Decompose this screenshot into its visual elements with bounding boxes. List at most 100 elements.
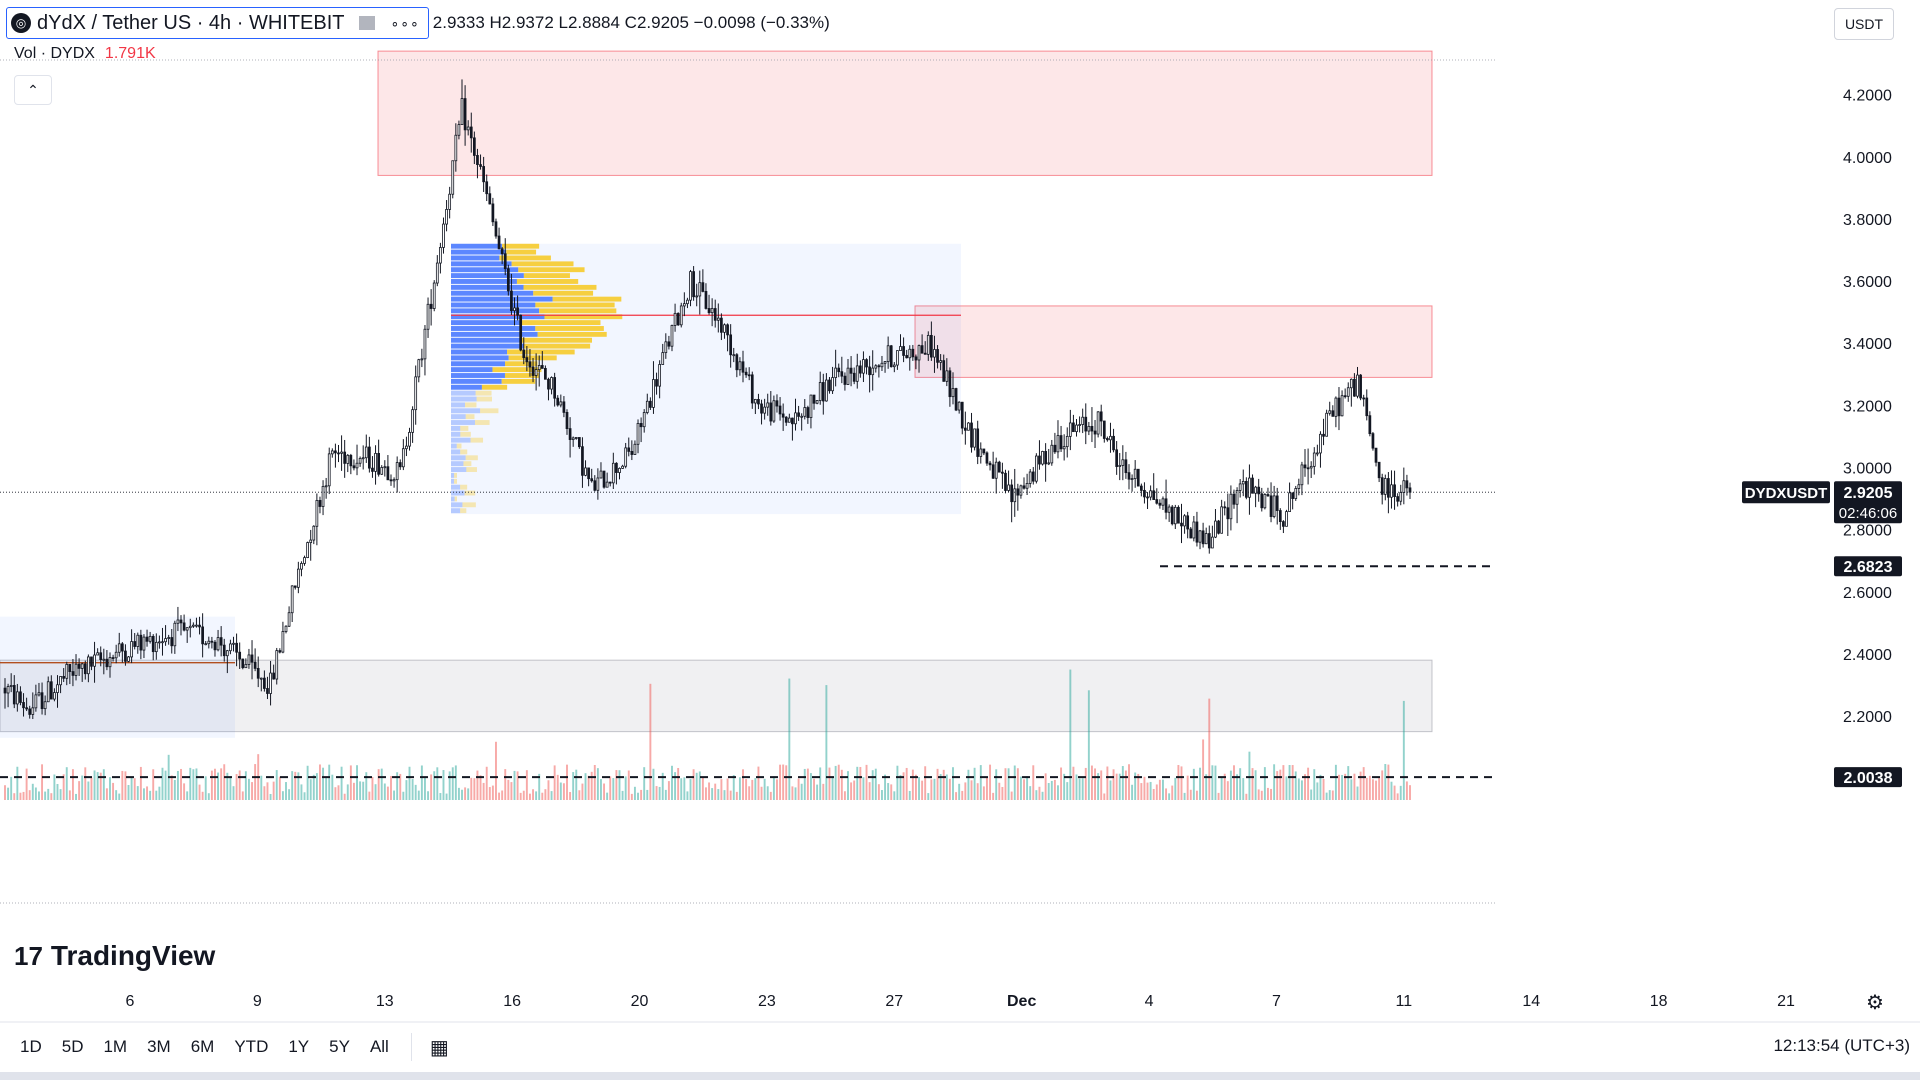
candle-body	[411, 409, 414, 433]
volume-bar	[1109, 780, 1112, 800]
time-tick-label: Dec	[1007, 993, 1036, 1010]
volume-bar	[1344, 773, 1347, 800]
candle-body	[34, 694, 38, 709]
candle-body	[371, 467, 374, 472]
volume-bar	[244, 771, 247, 800]
candle-body	[1025, 483, 1029, 489]
settings-icon[interactable]: ⚙	[1866, 992, 1884, 1014]
timeframe-1y[interactable]: 1Y	[288, 1037, 310, 1056]
candle-body	[868, 366, 871, 376]
candle-body	[105, 658, 109, 668]
volume-bar	[553, 765, 556, 800]
candle-body	[1050, 444, 1054, 464]
profile-bar-up	[451, 449, 461, 455]
candle-body	[1387, 478, 1390, 498]
candle-body	[892, 364, 896, 368]
timeframe-all[interactable]: All	[369, 1037, 389, 1056]
candle-body	[1390, 484, 1393, 498]
candle-body	[809, 394, 813, 418]
volume-bar	[881, 790, 883, 800]
timeframe-5y[interactable]: 5Y	[329, 1037, 350, 1056]
profile-bar-up	[451, 384, 482, 390]
volume-bar	[609, 776, 612, 800]
volume-bar	[1032, 765, 1035, 800]
candle-body	[939, 360, 942, 363]
candle-body	[204, 643, 208, 646]
calendar-icon[interactable]: ▦	[429, 1036, 449, 1059]
candle-body	[1260, 493, 1264, 509]
volume-bar	[420, 765, 423, 800]
volume-bar	[405, 780, 408, 800]
candle-body	[704, 291, 708, 309]
profile-bar-up	[451, 255, 500, 261]
volume-bar	[386, 786, 389, 800]
candle-body	[500, 248, 504, 255]
timeframe-1d[interactable]: 1D	[20, 1037, 42, 1056]
candle-body	[1007, 484, 1010, 491]
timeframe-3m[interactable]: 3M	[147, 1037, 171, 1056]
timeframe-6m[interactable]: 6M	[190, 1037, 215, 1056]
volume-bar	[461, 789, 463, 800]
volume-bar	[674, 772, 677, 800]
volume-bar	[612, 778, 615, 800]
candle-body	[1405, 480, 1409, 489]
volume-bar	[479, 775, 482, 800]
candle-body	[1164, 498, 1168, 513]
candle-body	[1334, 397, 1338, 417]
volume-bar	[738, 777, 741, 800]
candle-body	[117, 643, 121, 653]
currency-button[interactable]: USDT	[1834, 8, 1894, 40]
price-tick-label: 3.6000	[1843, 274, 1892, 291]
timeframe-5d[interactable]: 5D	[61, 1037, 84, 1056]
candle-body	[195, 624, 198, 627]
candle-body	[1130, 478, 1134, 480]
collapse-legend-button[interactable]: ⌃	[14, 75, 52, 105]
volume-bar	[525, 770, 528, 800]
volume-bar	[491, 785, 494, 800]
candle-body	[828, 379, 831, 392]
more-icon[interactable]: ∘∘∘	[390, 14, 420, 31]
volume-bar	[464, 787, 467, 800]
volume-bar	[640, 789, 643, 800]
flag-icon[interactable]	[358, 16, 375, 30]
candle-body	[713, 308, 717, 321]
volume-bar	[871, 770, 874, 800]
volume-bar	[748, 786, 751, 800]
volume-bar	[590, 771, 593, 800]
volume-bar	[1131, 784, 1134, 800]
candle-body	[380, 467, 384, 475]
candle-body	[565, 412, 569, 430]
volume-bar	[1069, 669, 1072, 800]
volume-bar	[359, 781, 362, 800]
candle-body	[278, 650, 282, 653]
candle-body	[309, 539, 313, 543]
candle-body	[120, 643, 124, 652]
candle-body	[642, 412, 646, 428]
volume-bar	[1310, 789, 1313, 800]
candle-body	[435, 262, 439, 284]
volume-bar	[226, 772, 229, 800]
symbol-search-button[interactable]: ◎ dYdX / Tether US · 4h · WHITEBIT ∘∘∘	[6, 7, 429, 39]
candle-body	[139, 634, 143, 651]
volume-bar	[1273, 764, 1276, 800]
clock: 12:13:54 (UTC+3)	[1773, 1036, 1910, 1055]
candle-body	[337, 452, 340, 455]
profile-bar-up	[451, 414, 466, 420]
timeframe-1m[interactable]: 1M	[103, 1037, 128, 1056]
volume-bar	[955, 792, 958, 800]
volume-bar	[334, 787, 337, 800]
candle-body	[423, 328, 427, 360]
profile-bar-down	[539, 308, 617, 314]
profile-bar-down	[535, 326, 604, 331]
volume-bar	[905, 767, 908, 800]
timeframe-ytd[interactable]: YTD	[234, 1037, 269, 1056]
time-tick-label: 21	[1777, 993, 1795, 1010]
profile-bar-up	[451, 390, 476, 396]
volume-bar	[1072, 766, 1075, 800]
candle-body	[803, 407, 807, 417]
candle-body	[124, 650, 127, 662]
volume-bar	[652, 768, 655, 800]
volume-bar	[732, 775, 735, 800]
volume-bar	[263, 786, 266, 800]
